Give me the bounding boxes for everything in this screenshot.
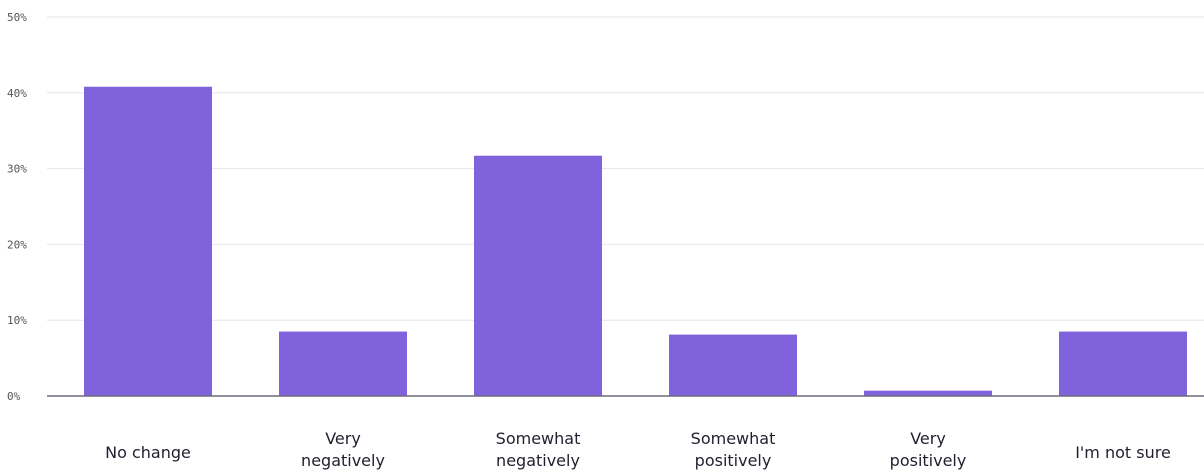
bar xyxy=(864,390,992,396)
x-tick-label-group: Very positively xyxy=(890,429,967,470)
x-tick-label: Very xyxy=(910,429,946,448)
y-tick-label: 20% xyxy=(7,238,27,251)
x-tick-label-group: Somewhat negatively xyxy=(496,429,581,470)
x-tick-label-group: Somewhat positively xyxy=(691,429,776,470)
y-tick-label: 30% xyxy=(7,163,27,176)
grid-layer xyxy=(47,16,1204,321)
y-tick-label: 40% xyxy=(7,87,27,100)
y-tick-label: 10% xyxy=(7,314,27,327)
bars xyxy=(84,86,1187,397)
x-tick-label-group: No change xyxy=(105,443,191,462)
x-tick-label: positively xyxy=(890,451,967,470)
x-axis-ticks: No change Very negatively Somewhat negativel… xyxy=(105,429,1171,470)
y-axis-ticks: 0% 10% 20% 30% 40% 50% xyxy=(7,11,27,403)
y-tick-label: 50% xyxy=(7,11,27,24)
x-tick-label: Somewhat xyxy=(691,429,776,448)
x-tick-label-group: I'm not sure xyxy=(1075,443,1171,462)
bar xyxy=(84,86,212,397)
bar xyxy=(474,155,602,396)
x-tick-label: positively xyxy=(695,451,772,470)
y-tick-label: 0% xyxy=(7,390,21,403)
bar xyxy=(279,331,407,396)
x-tick-label: No change xyxy=(105,443,191,462)
bar xyxy=(1059,331,1187,396)
x-tick-label: negatively xyxy=(496,451,580,470)
x-tick-label: Very xyxy=(325,429,361,448)
x-tick-label: I'm not sure xyxy=(1075,443,1171,462)
x-tick-label: Somewhat xyxy=(496,429,581,448)
x-tick-label-group: Very negatively xyxy=(301,429,385,470)
bar xyxy=(669,334,797,396)
x-tick-label: negatively xyxy=(301,451,385,470)
